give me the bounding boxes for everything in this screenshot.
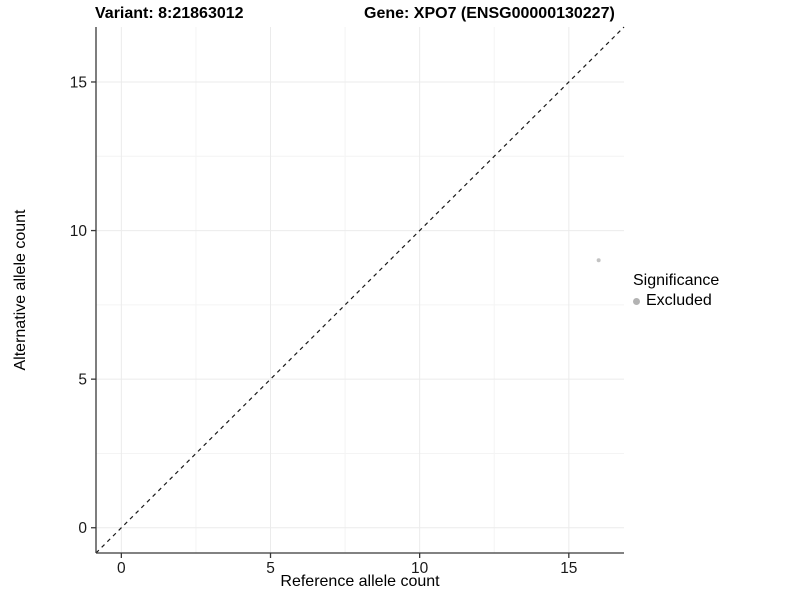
svg-text:15: 15 xyxy=(70,74,87,91)
x-axis-tick-labels: 0 5 10 15 xyxy=(117,560,577,577)
grid-minor-lines xyxy=(96,27,624,553)
plot-title-gene: Gene: XPO7 (ENSG00000130227) xyxy=(364,5,615,22)
x-axis-title: Reference allele count xyxy=(280,573,440,590)
svg-text:5: 5 xyxy=(78,372,87,389)
legend: Significance Excluded xyxy=(633,272,719,310)
legend-entry-label: Excluded xyxy=(646,292,712,309)
svg-text:15: 15 xyxy=(560,560,577,577)
grid-major-lines xyxy=(96,27,624,553)
y-axis-title: Alternative allele count xyxy=(12,209,29,371)
axis-lines xyxy=(95,27,624,554)
svg-text:10: 10 xyxy=(411,560,429,577)
legend-title: Significance xyxy=(633,272,720,289)
axis-tick-marks xyxy=(91,81,570,558)
svg-text:0: 0 xyxy=(78,520,87,537)
legend-point-icon xyxy=(633,297,640,305)
data-point xyxy=(596,258,601,263)
identity-dashed-line xyxy=(95,26,625,554)
svg-text:5: 5 xyxy=(266,560,275,577)
data-points xyxy=(596,258,601,263)
svg-text:0: 0 xyxy=(117,560,126,577)
y-axis-tick-labels: 0 5 10 15 xyxy=(70,74,88,537)
plot-title-variant: Variant: 8:21863012 xyxy=(95,5,244,22)
svg-text:10: 10 xyxy=(70,223,88,240)
legend-entry: Excluded xyxy=(633,292,719,310)
